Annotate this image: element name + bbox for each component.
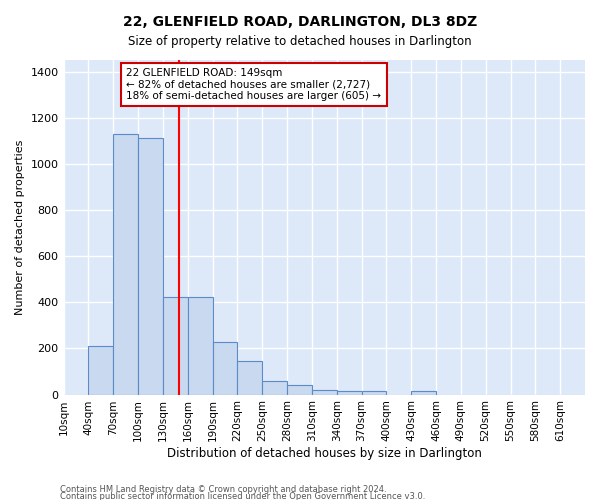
Bar — [138, 138, 163, 394]
Bar — [88, 346, 113, 395]
Bar — [362, 391, 386, 394]
Bar — [238, 361, 262, 394]
Bar — [337, 391, 362, 394]
Bar — [113, 134, 138, 394]
Text: Contains HM Land Registry data © Crown copyright and database right 2024.: Contains HM Land Registry data © Crown c… — [60, 486, 386, 494]
Text: Size of property relative to detached houses in Darlington: Size of property relative to detached ho… — [128, 35, 472, 48]
Text: Contains public sector information licensed under the Open Government Licence v3: Contains public sector information licen… — [60, 492, 425, 500]
Bar — [312, 390, 337, 394]
Text: 22, GLENFIELD ROAD, DARLINGTON, DL3 8DZ: 22, GLENFIELD ROAD, DARLINGTON, DL3 8DZ — [123, 15, 477, 29]
Text: 22 GLENFIELD ROAD: 149sqm
← 82% of detached houses are smaller (2,727)
18% of se: 22 GLENFIELD ROAD: 149sqm ← 82% of detac… — [127, 68, 382, 102]
Bar — [287, 386, 312, 394]
Bar — [163, 296, 188, 394]
X-axis label: Distribution of detached houses by size in Darlington: Distribution of detached houses by size … — [167, 447, 482, 460]
Bar — [262, 380, 287, 394]
Y-axis label: Number of detached properties: Number of detached properties — [15, 140, 25, 315]
Bar — [212, 342, 238, 394]
Bar — [188, 296, 212, 394]
Bar — [411, 391, 436, 394]
